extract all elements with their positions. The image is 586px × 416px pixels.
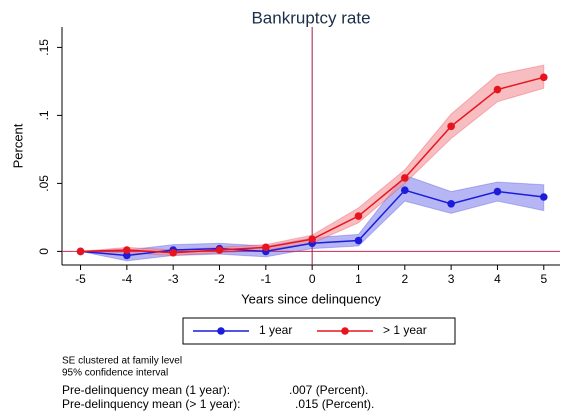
point (493, 85, 502, 94)
x-tick-label: -3 (168, 272, 179, 286)
y-axis-title: Percent (10, 123, 25, 168)
stat-label: Pre-delinquency mean (1 year): (62, 383, 230, 397)
y-tick-label: .1 (37, 110, 51, 120)
point (354, 212, 363, 220)
y-tick-label: 0 (37, 248, 51, 255)
point (123, 251, 131, 260)
legend-marker (217, 327, 225, 335)
point (354, 236, 363, 245)
x-tick-label: 4 (494, 272, 501, 286)
chart-title: Bankruptcy rate (251, 8, 370, 27)
legend-marker (341, 327, 349, 335)
point (493, 187, 502, 196)
point (447, 200, 455, 208)
stat-label: Pre-delinquency mean (> 1 year): (62, 397, 240, 411)
point (539, 193, 548, 201)
stat-value: .007 (Percent). (289, 383, 368, 397)
x-tick-label: 0 (309, 272, 316, 286)
x-axis-title: Years since delinquency (241, 291, 381, 306)
y-tick-label: .05 (37, 175, 51, 192)
point (215, 246, 224, 254)
point (401, 186, 409, 194)
point (401, 174, 409, 182)
x-tick-label: 1 (355, 272, 362, 286)
x-tick-label: -2 (214, 272, 225, 286)
legend-label: > 1 year (383, 323, 427, 337)
x-tick-label: -4 (122, 272, 133, 286)
point (539, 73, 548, 82)
stat-value: .015 (Percent). (295, 397, 374, 411)
point (447, 122, 455, 131)
x-tick-label: -5 (75, 272, 86, 286)
point (123, 246, 131, 254)
x-tick-label: 2 (401, 272, 408, 286)
point (169, 248, 177, 257)
point (308, 235, 316, 243)
point (76, 247, 85, 256)
note: SE clustered at family level (62, 356, 182, 367)
y-tick-label: .15 (37, 39, 51, 56)
note: 95% confidence interval (62, 368, 168, 379)
legend-label: 1 year (259, 323, 292, 337)
point (262, 243, 270, 252)
x-tick-label: -1 (260, 272, 271, 286)
x-tick-label: 5 (540, 272, 547, 286)
x-tick-label: 3 (448, 272, 455, 286)
